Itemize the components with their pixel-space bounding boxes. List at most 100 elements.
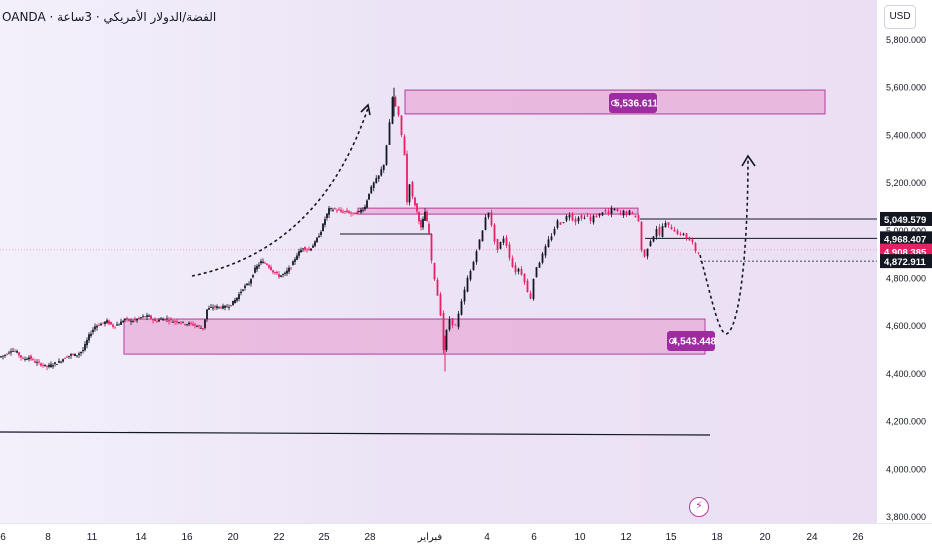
candle-body xyxy=(312,245,314,248)
price-tag-text: 4,872.911 xyxy=(884,257,926,268)
candle-body xyxy=(268,265,270,268)
candle-body xyxy=(54,362,56,364)
candle-body xyxy=(403,136,406,156)
candle-body xyxy=(108,320,110,324)
candle-body xyxy=(220,307,222,309)
candle-body xyxy=(372,182,375,188)
candle-body xyxy=(358,210,360,212)
x-tick-label: فبراير xyxy=(417,532,443,543)
candle-body xyxy=(34,361,36,363)
x-tick-label: 6 xyxy=(531,532,537,543)
candle-body xyxy=(565,216,568,221)
candle-body xyxy=(484,217,487,230)
candle-body xyxy=(250,279,252,284)
candle-body xyxy=(164,318,166,321)
lightning-icon[interactable]: ⚡ xyxy=(689,497,709,517)
candle-body xyxy=(176,321,178,323)
candle-body xyxy=(218,306,220,308)
candle-body xyxy=(595,215,598,218)
price-tag-text: 4,968.407 xyxy=(884,234,926,245)
candle-body xyxy=(156,321,158,323)
current-price-text: 4,908.385 xyxy=(884,248,927,259)
candle-body xyxy=(336,210,338,212)
candle-body xyxy=(362,209,364,211)
candle-body xyxy=(48,364,50,367)
candle-body xyxy=(210,307,212,308)
plot-area[interactable] xyxy=(0,0,877,523)
candle-body xyxy=(637,215,640,222)
candle-body xyxy=(352,212,354,214)
candle-body xyxy=(354,212,356,215)
candle-body xyxy=(46,365,48,367)
candle-body xyxy=(368,193,370,200)
candle-body xyxy=(198,325,200,327)
candle-body xyxy=(204,319,206,328)
price-tag xyxy=(880,211,932,226)
projection-arrow-up xyxy=(191,107,369,277)
candle-body xyxy=(16,351,18,353)
candle-body xyxy=(242,289,244,291)
candle-body xyxy=(32,358,34,360)
candle-body xyxy=(348,211,350,214)
candle-body xyxy=(391,97,394,124)
candle-body xyxy=(330,208,332,209)
candle-body xyxy=(580,215,583,219)
candle-body xyxy=(322,223,324,232)
candle-body xyxy=(487,212,490,218)
candle-body xyxy=(150,315,152,319)
candle-body xyxy=(350,212,352,214)
candle-body xyxy=(385,145,388,165)
candle-body xyxy=(262,261,264,264)
candle-body xyxy=(411,182,414,197)
candle-body xyxy=(148,315,150,317)
candle-body xyxy=(589,216,592,221)
candle-body xyxy=(166,318,168,320)
candle-body xyxy=(254,267,256,273)
candle-body xyxy=(246,283,248,286)
candle-body xyxy=(0,356,2,358)
candle-body xyxy=(288,267,290,272)
candle-body xyxy=(493,224,496,242)
candle-body xyxy=(436,279,439,296)
candle-body xyxy=(278,274,280,278)
x-tick-label: 28 xyxy=(364,532,376,543)
currency-button[interactable]: USD xyxy=(884,5,916,29)
candle-body xyxy=(154,318,156,322)
y-tick-label: 5,200.000 xyxy=(886,178,926,188)
candle-body xyxy=(192,323,194,326)
candle-body xyxy=(472,261,475,271)
candle-body xyxy=(574,218,577,223)
candle-body xyxy=(400,115,403,136)
candle-body xyxy=(244,285,246,289)
candle-body xyxy=(604,210,607,212)
candle-body xyxy=(284,272,286,274)
candle-body xyxy=(478,239,481,249)
candle-body xyxy=(290,267,292,269)
candle-body xyxy=(120,321,122,325)
candle-body xyxy=(375,178,378,184)
candle-body xyxy=(172,321,174,323)
candle-body xyxy=(646,248,649,257)
time-scale[interactable] xyxy=(0,523,932,551)
candle-body xyxy=(658,227,661,235)
candle-body xyxy=(382,164,385,170)
candle-body xyxy=(523,273,526,283)
candle-body xyxy=(535,267,538,278)
x-tick-label: 4 xyxy=(484,532,490,543)
candle-body xyxy=(366,200,368,208)
candle-body xyxy=(22,357,24,359)
candle-body xyxy=(649,241,652,247)
candle-body xyxy=(547,239,550,247)
candle-body xyxy=(318,235,320,238)
support-trend-line xyxy=(0,431,711,436)
price-tag-text: 5,049.579 xyxy=(884,215,926,226)
candle-body xyxy=(338,209,340,211)
candle-body xyxy=(98,324,100,326)
candle-body xyxy=(106,320,108,323)
candle-body xyxy=(94,326,96,330)
candle-body xyxy=(577,217,580,222)
candle-body xyxy=(280,275,282,277)
candle-body xyxy=(152,319,154,321)
candle-body xyxy=(208,308,210,310)
